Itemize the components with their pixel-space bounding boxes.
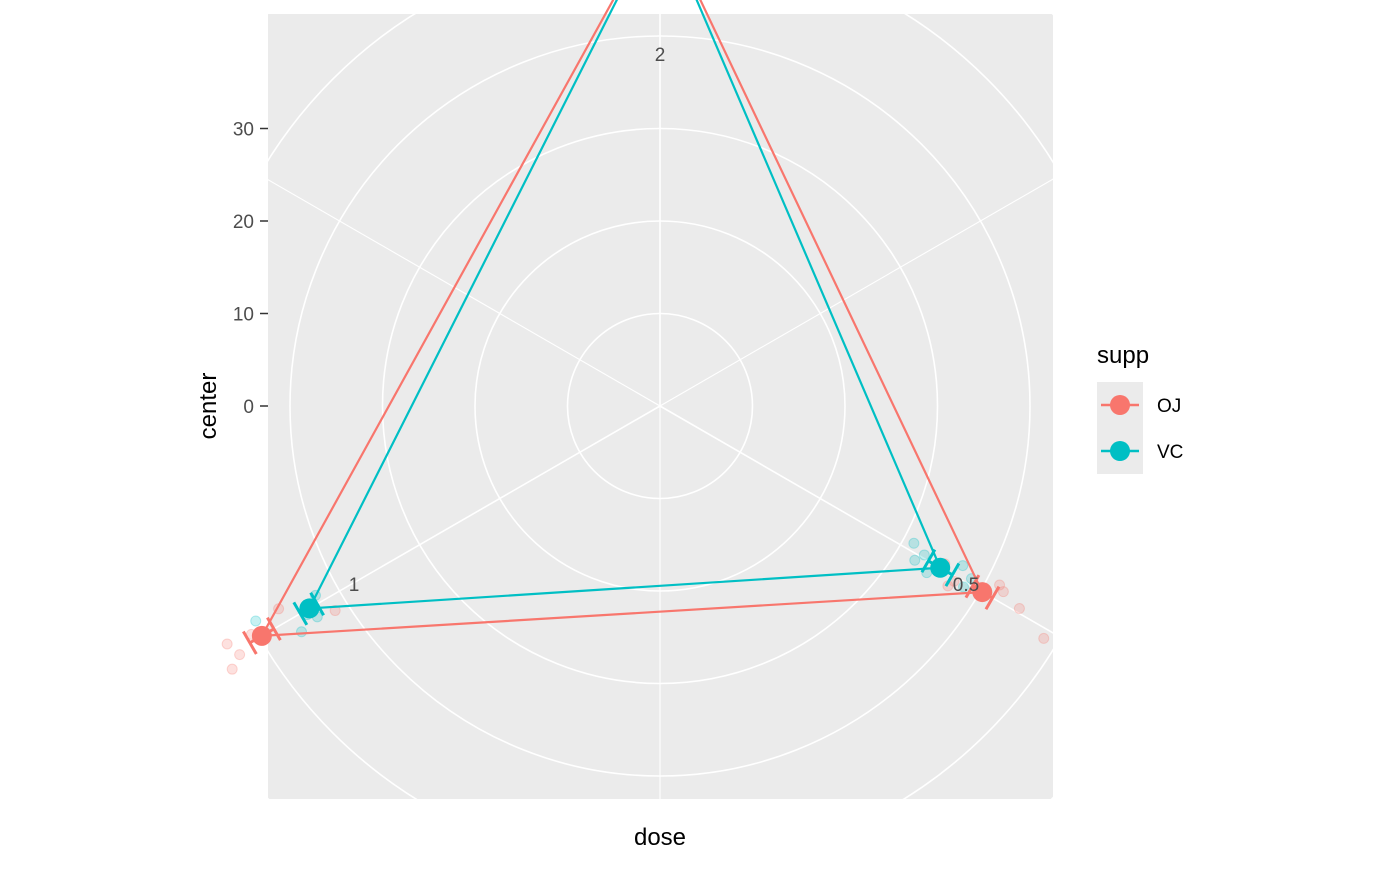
raw-point-OJ-0.5-0 (997, 586, 1009, 598)
legend: supp OJ VC (1097, 342, 1183, 474)
raw-point-VC-0.5-2 (918, 549, 930, 561)
mean-point-OJ-0.5 (972, 582, 993, 603)
legend-label-OJ: OJ (1157, 396, 1181, 417)
grid-spoke-4 (138, 405, 661, 708)
grid-ring-5 (104, 0, 1216, 871)
legend-key-point-OJ (1110, 395, 1130, 415)
series-line-OJ (259, 0, 984, 638)
legend-key-point-VC (1110, 441, 1130, 461)
angle-label-2: 2 (655, 45, 666, 66)
raw-point-OJ-1-1 (221, 638, 233, 650)
radial-tick-label-0: 0 (243, 397, 254, 418)
error-cap-OJ-0.5-1 (984, 585, 1001, 610)
y-axis-title: center (195, 373, 222, 440)
raw-point-VC-0.5-0 (908, 537, 920, 549)
raw-point-OJ-0.5-1 (1038, 632, 1050, 644)
error-cap-OJ-1-1 (242, 630, 258, 655)
grid-spoke-1 (659, 104, 1181, 407)
x-axis-title: dose (634, 824, 686, 851)
legend-title: supp (1097, 342, 1149, 369)
error-cap-VC-1-1 (292, 601, 309, 626)
angle-label-0.5: 0.5 (953, 575, 979, 596)
radial-tick-label-30: 30 (233, 120, 254, 141)
raw-point-OJ-1-0 (226, 663, 238, 675)
raw-point-OJ-1-2 (234, 649, 246, 661)
raw-point-VC-1-3 (250, 615, 262, 627)
error-cap-VC-0.5-1 (944, 562, 961, 587)
raw-point-OJ-0.5-2 (1013, 603, 1025, 615)
grid (58, 0, 1262, 871)
series (242, 0, 1001, 655)
raw-point-VC-0.5-1 (909, 554, 921, 566)
error-cap-OJ-1-0 (266, 616, 282, 641)
grid-spoke-2 (659, 405, 1182, 708)
mean-point-VC-1 (299, 598, 320, 619)
grid-ring-6 (58, 0, 1262, 871)
grid-spoke-5 (139, 104, 661, 407)
raw-point-VC-0.5-5 (958, 581, 970, 593)
series-line-VC (307, 0, 942, 610)
radial-tick-label-20: 20 (233, 212, 254, 233)
raw-point-VC-1-4 (296, 626, 308, 638)
error-cap-OJ-0.5-0 (964, 574, 981, 599)
radial-tick-label-10: 10 (233, 305, 254, 326)
legend-label-VC: VC (1157, 442, 1183, 463)
angle-label-1: 1 (349, 575, 360, 596)
error-cap-VC-0.5-0 (920, 548, 937, 573)
mean-point-OJ-1 (251, 625, 272, 646)
mean-point-VC-0.5 (930, 557, 951, 578)
raw-point-OJ-1-4 (329, 605, 341, 617)
